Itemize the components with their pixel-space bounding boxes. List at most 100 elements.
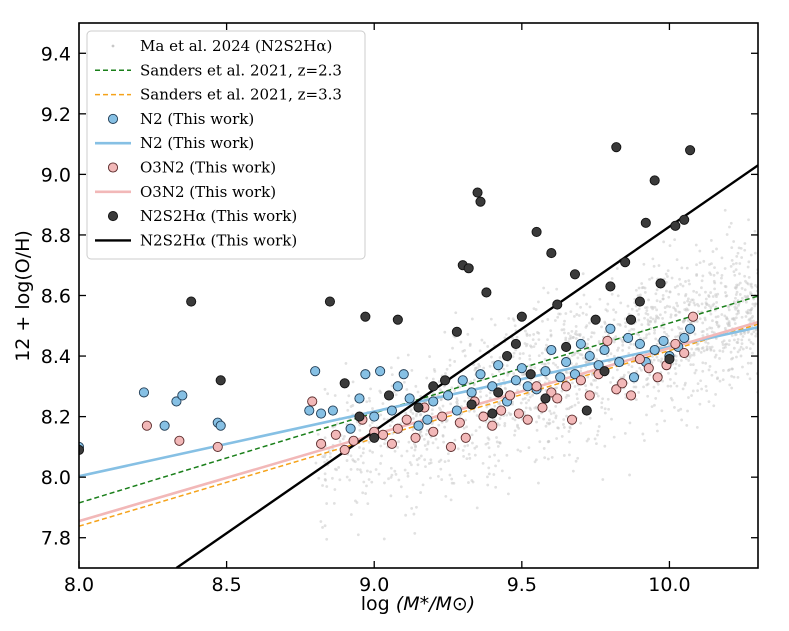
background-point	[415, 412, 419, 416]
background-point	[505, 364, 509, 368]
background-point	[449, 402, 453, 406]
background-point	[634, 288, 638, 292]
background-point	[389, 475, 393, 479]
background-point	[627, 352, 631, 355]
background-point	[610, 292, 614, 296]
n2s2ha-point	[215, 375, 226, 386]
n2s2ha-point	[466, 399, 477, 410]
background-point	[500, 469, 504, 473]
background-point	[325, 502, 329, 505]
background-point	[533, 366, 537, 370]
background-point	[429, 458, 433, 462]
background-point	[666, 275, 669, 278]
background-point	[656, 382, 660, 386]
background-point	[338, 440, 342, 443]
background-point	[419, 429, 422, 433]
background-point	[567, 430, 571, 433]
background-point	[612, 318, 616, 322]
background-point	[519, 449, 522, 453]
background-point	[537, 300, 540, 304]
background-point	[498, 417, 502, 420]
background-point	[745, 346, 749, 349]
background-point	[740, 338, 744, 342]
background-point	[690, 353, 694, 357]
background-point	[694, 368, 698, 372]
background-point	[483, 341, 486, 345]
n2s2ha-point	[186, 296, 197, 307]
background-point	[575, 333, 579, 337]
background-point	[677, 364, 681, 367]
background-point	[644, 336, 648, 339]
background-point	[362, 447, 365, 451]
background-point	[503, 336, 507, 340]
legend-label: N2S2Hα (This work)	[140, 231, 297, 249]
background-point	[367, 396, 371, 400]
background-point	[428, 355, 432, 358]
background-point	[615, 267, 619, 270]
background-point	[665, 304, 669, 308]
background-point	[530, 345, 533, 349]
background-point	[714, 305, 718, 309]
background-point	[738, 272, 741, 276]
background-point	[664, 280, 668, 284]
background-point	[674, 359, 678, 362]
y-tick-label: 7.8	[41, 528, 71, 550]
background-point	[495, 440, 499, 444]
legend-item-ma: Ma et al. 2024 (N2S2Hα)	[111, 37, 332, 55]
background-point	[692, 351, 696, 355]
background-point	[730, 386, 734, 390]
n2-point	[345, 423, 356, 434]
n2-point	[369, 411, 380, 422]
n2-point	[428, 396, 439, 407]
background-point	[710, 373, 714, 377]
background-point	[389, 494, 393, 498]
background-point	[470, 433, 474, 437]
background-point	[696, 389, 699, 393]
background-point	[595, 357, 599, 361]
background-point	[743, 288, 747, 292]
background-point	[733, 322, 737, 325]
legend-marker	[107, 113, 119, 124]
background-point	[504, 387, 508, 391]
n2-point	[442, 390, 454, 401]
background-point	[480, 338, 484, 342]
background-point	[725, 342, 729, 346]
o3n2-point	[392, 423, 403, 434]
background-point	[351, 458, 355, 462]
o3n2-point	[316, 438, 327, 449]
background-point	[484, 442, 488, 446]
background-point	[641, 286, 645, 289]
background-point	[574, 329, 578, 333]
background-point	[527, 446, 531, 450]
background-point	[546, 291, 550, 295]
background-point	[349, 467, 353, 471]
background-point	[738, 281, 742, 285]
background-point	[673, 367, 677, 370]
background-point	[606, 354, 609, 358]
background-point	[715, 323, 719, 326]
legend-item-o3n2fit: O3N2 (This work)	[95, 183, 276, 201]
background-point	[569, 334, 572, 338]
o3n2-point	[552, 393, 563, 404]
x-tick-label: 8.0	[64, 574, 94, 596]
background-point	[437, 460, 441, 464]
background-point	[734, 296, 737, 300]
o3n2-point	[670, 338, 681, 349]
background-point	[412, 454, 416, 458]
n2-point	[386, 405, 397, 416]
background-point	[411, 428, 415, 432]
background-point	[523, 372, 527, 376]
background-point	[410, 506, 414, 510]
background-point	[345, 401, 349, 405]
background-point	[323, 387, 327, 391]
background-point	[390, 419, 394, 423]
background-point	[547, 418, 551, 422]
background-point	[512, 319, 516, 322]
background-point	[453, 360, 457, 363]
background-point	[560, 434, 564, 438]
x-axis-label-math: (M*/M⊙)	[396, 593, 475, 615]
background-point	[628, 421, 632, 425]
background-point	[582, 293, 586, 297]
background-point	[670, 328, 674, 332]
background-point	[584, 388, 588, 392]
